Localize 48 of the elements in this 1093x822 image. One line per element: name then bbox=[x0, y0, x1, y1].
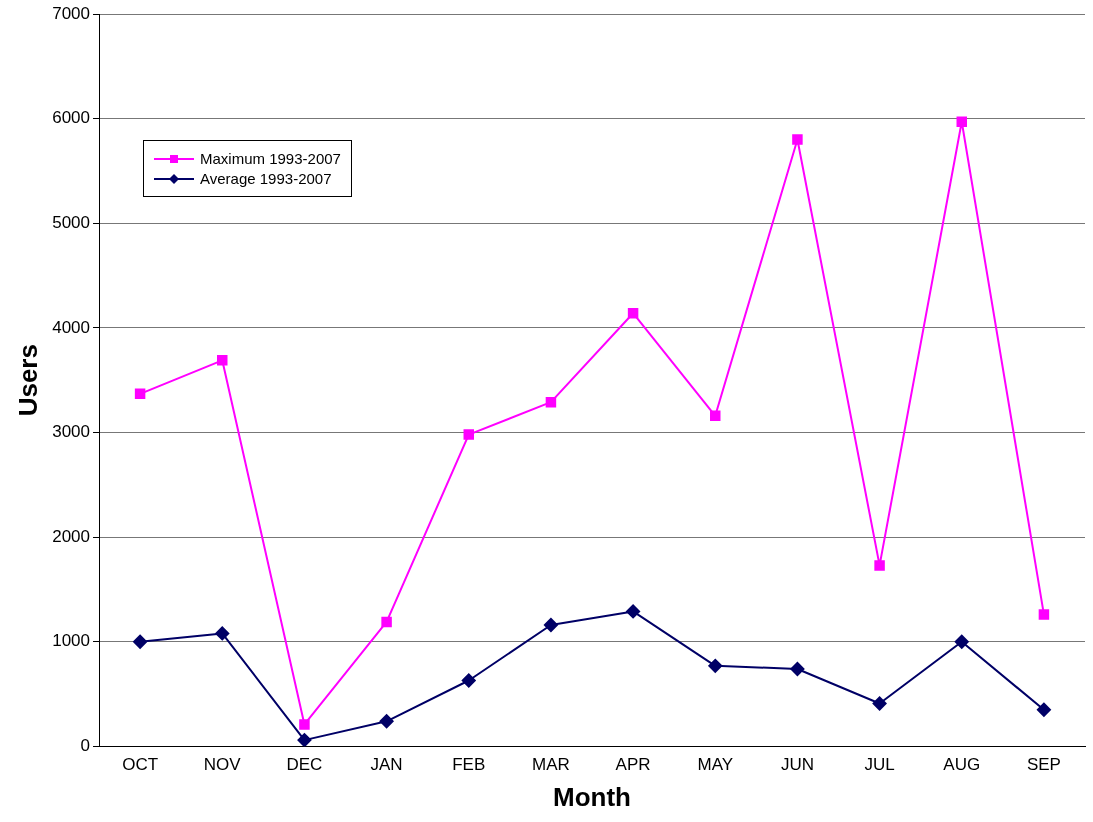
point bbox=[461, 673, 476, 688]
legend-label: Maximum 1993-2007 bbox=[200, 150, 341, 167]
point bbox=[792, 134, 803, 145]
point bbox=[956, 116, 967, 128]
point bbox=[215, 626, 230, 641]
x-tick-label: AUG bbox=[943, 755, 981, 775]
x-tick-label: NOV bbox=[203, 755, 242, 775]
point bbox=[379, 714, 394, 729]
x-tick-label: MAY bbox=[697, 755, 734, 775]
y-tick-label: 3000 bbox=[52, 422, 91, 442]
point bbox=[463, 429, 474, 440]
y-axis-title: Users bbox=[12, 344, 43, 417]
x-tick-label: OCT bbox=[122, 755, 159, 775]
point bbox=[872, 696, 887, 711]
point bbox=[626, 604, 641, 619]
point bbox=[381, 616, 392, 628]
y-tick-label: 0 bbox=[80, 736, 91, 756]
x-tick-label: DEC bbox=[286, 755, 323, 775]
y-tick-label: 4000 bbox=[52, 317, 91, 337]
point bbox=[954, 634, 969, 649]
point bbox=[543, 618, 558, 633]
y-tick-label: 7000 bbox=[52, 3, 91, 23]
point bbox=[627, 308, 639, 319]
point bbox=[134, 388, 146, 400]
y-tick-label: 6000 bbox=[52, 108, 91, 128]
point bbox=[297, 733, 312, 747]
x-tick-label: APR bbox=[615, 755, 651, 775]
point bbox=[133, 634, 148, 649]
point bbox=[874, 560, 885, 571]
x-axis-title: Month bbox=[553, 781, 631, 812]
y-tick-label: 5000 bbox=[52, 212, 91, 232]
point bbox=[1038, 609, 1050, 620]
point bbox=[299, 719, 310, 730]
x-tick-label: JAN bbox=[370, 755, 403, 775]
point bbox=[545, 396, 557, 408]
point bbox=[217, 355, 228, 366]
point bbox=[1036, 702, 1051, 717]
x-tick-label: MAR bbox=[532, 755, 570, 775]
y-tick-label: 2000 bbox=[52, 526, 91, 546]
x-tick-label: JUL bbox=[864, 755, 895, 775]
point bbox=[790, 661, 805, 676]
x-tick-label: SEP bbox=[1026, 755, 1061, 775]
y-tick-label: 1000 bbox=[52, 631, 91, 651]
point bbox=[708, 658, 723, 673]
x-tick-label: JUN bbox=[780, 755, 814, 775]
point bbox=[710, 410, 721, 422]
x-tick-label: FEB bbox=[452, 755, 486, 775]
legend-label: Average 1993-2007 bbox=[200, 170, 332, 187]
